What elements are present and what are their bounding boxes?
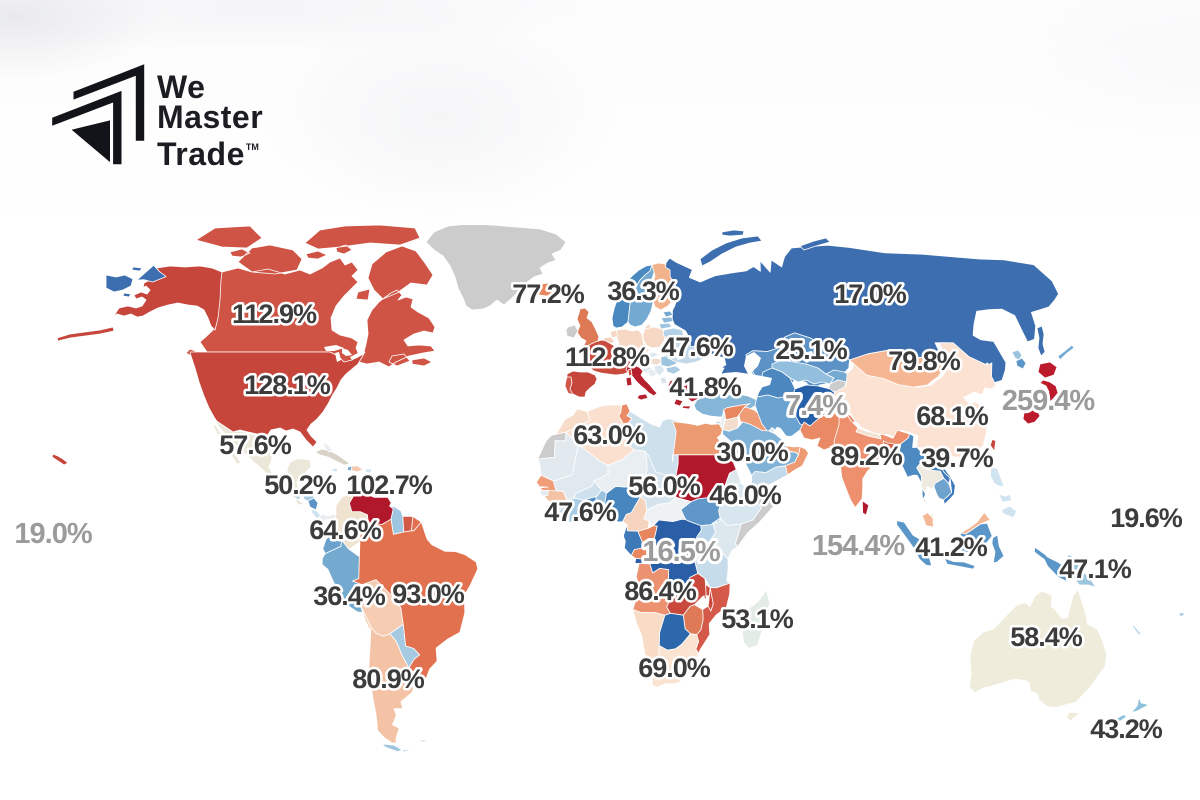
svg-text:25.1%: 25.1%: [775, 335, 848, 365]
svg-text:79.8%: 79.8%: [888, 346, 961, 376]
svg-text:47.6%: 47.6%: [544, 497, 617, 527]
svg-text:53.1%: 53.1%: [721, 604, 794, 634]
svg-text:30.0%: 30.0%: [716, 437, 789, 467]
svg-text:57.6%: 57.6%: [219, 430, 292, 460]
svg-text:19.6%: 19.6%: [1110, 503, 1183, 533]
svg-text:41.2%: 41.2%: [915, 532, 988, 562]
svg-text:112.9%: 112.9%: [232, 299, 317, 329]
svg-text:154.4%: 154.4%: [812, 530, 906, 562]
svg-text:69.0%: 69.0%: [638, 653, 711, 683]
svg-text:16.5%: 16.5%: [642, 536, 720, 568]
svg-text:36.3%: 36.3%: [607, 276, 680, 306]
svg-text:259.4%: 259.4%: [1002, 385, 1096, 417]
svg-text:89.2%: 89.2%: [830, 441, 903, 471]
svg-text:17.0%: 17.0%: [834, 279, 907, 309]
svg-text:19.0%: 19.0%: [14, 518, 92, 550]
svg-text:50.2%: 50.2%: [264, 470, 337, 500]
svg-text:7.4%: 7.4%: [785, 390, 848, 422]
svg-text:47.6%: 47.6%: [661, 332, 734, 362]
svg-text:46.0%: 46.0%: [709, 480, 782, 510]
svg-text:64.6%: 64.6%: [309, 515, 382, 545]
svg-text:36.4%: 36.4%: [313, 581, 386, 611]
svg-text:43.2%: 43.2%: [1090, 714, 1163, 744]
svg-text:77.2%: 77.2%: [512, 279, 585, 309]
svg-text:41.8%: 41.8%: [669, 372, 742, 402]
svg-text:112.8%: 112.8%: [565, 342, 650, 372]
svg-text:63.0%: 63.0%: [573, 420, 646, 450]
svg-text:80.9%: 80.9%: [352, 664, 425, 694]
svg-text:93.0%: 93.0%: [392, 579, 465, 609]
svg-text:58.4%: 58.4%: [1010, 622, 1083, 652]
svg-text:86.4%: 86.4%: [624, 576, 697, 606]
svg-text:56.0%: 56.0%: [628, 471, 701, 501]
svg-text:68.1%: 68.1%: [916, 401, 989, 431]
svg-text:102.7%: 102.7%: [346, 470, 433, 500]
svg-text:39.7%: 39.7%: [921, 443, 994, 473]
svg-text:47.1%: 47.1%: [1059, 554, 1132, 584]
svg-text:128.1%: 128.1%: [244, 370, 331, 400]
